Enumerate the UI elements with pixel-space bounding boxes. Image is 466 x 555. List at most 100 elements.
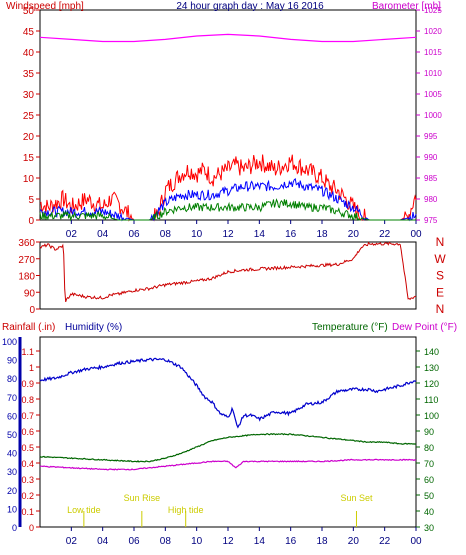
event-label: Sun Rise: [124, 493, 161, 503]
humidity-tick-label: 80: [7, 374, 17, 384]
dir-y-tick-label: 180: [18, 272, 35, 283]
wind-x-tick-label: 20: [348, 229, 360, 240]
wind-y-tick-label: 10: [23, 174, 35, 185]
event-label: High tide: [168, 505, 204, 515]
rain-tick-label: 0.7: [21, 411, 34, 421]
wind-x-tick-label: 18: [316, 229, 328, 240]
temp-x-tick-label: 00: [410, 536, 422, 547]
wind-x-tick-label: 08: [160, 229, 172, 240]
compass-label: E: [436, 285, 444, 299]
temp-tick-label: 60: [424, 475, 434, 485]
baro-y-tick-label: 1025: [424, 6, 442, 15]
wind-x-tick-label: 02: [66, 229, 78, 240]
dir-y-tick-label: 0: [29, 305, 35, 316]
rain-tick-label: 0.5: [21, 443, 34, 453]
dir-y-tick-label: 270: [18, 255, 35, 266]
temp-x-tick-label: 20: [348, 536, 360, 547]
wind-x-tick-label: 12: [222, 229, 234, 240]
temp-tick-label: 40: [424, 507, 434, 517]
baro-y-tick-label: 1000: [424, 111, 442, 120]
wind-y-tick-label: 0: [28, 216, 34, 227]
temp-x-tick-label: 02: [66, 536, 78, 547]
temp-tick-label: 70: [424, 459, 434, 469]
wind-y-tick-label: 25: [23, 111, 35, 122]
temp-x-tick-label: 04: [97, 536, 109, 547]
wind-y-tick-label: 30: [23, 90, 35, 101]
wind-y-tick-label: 50: [23, 6, 35, 17]
temperature-axis-label: Temperature (°F): [312, 322, 388, 333]
rain-tick-label: 1.1: [21, 347, 34, 357]
dir-y-tick-label: 90: [24, 288, 36, 299]
humidity-line: [39, 357, 417, 429]
baro-y-tick-label: 990: [424, 153, 438, 162]
baro-y-tick-label: 1005: [424, 90, 442, 99]
temp-tick-label: 100: [424, 411, 439, 421]
baro-y-tick-label: 1015: [424, 48, 442, 57]
rain-tick-label: 0.1: [21, 507, 34, 517]
wind-series-line: [39, 177, 417, 222]
temperature-line: [39, 433, 417, 463]
temp-x-tick-label: 16: [285, 536, 297, 547]
rain-tick-label: 0.3: [21, 475, 34, 485]
temp-tick-label: 50: [424, 491, 434, 501]
temp-tick-label: 90: [424, 427, 434, 437]
baro-y-tick-label: 1010: [424, 69, 442, 78]
event-label: Sun Set: [340, 493, 373, 503]
baro-y-tick-label: 975: [424, 216, 438, 225]
temp-x-tick-label: 06: [128, 536, 140, 547]
temperature-panel-frame: [39, 336, 417, 528]
direction-panel-frame: [39, 241, 417, 310]
wind-panel: 0510152025303540455097598098599099510001…: [23, 6, 442, 240]
wind-x-tick-label: 06: [128, 229, 140, 240]
temp-tick-label: 130: [424, 363, 439, 373]
temp-tick-label: 80: [424, 443, 434, 453]
baro-y-tick-label: 995: [424, 132, 438, 141]
temperature-panel: 010203040506070809010000.10.20.30.40.50.…: [2, 337, 439, 547]
humidity-tick-label: 100: [2, 337, 17, 347]
wind-x-tick-label: 10: [191, 229, 203, 240]
wind-axis-label: Windspeed [mph]: [6, 1, 84, 12]
temp-x-tick-label: 10: [191, 536, 203, 547]
rain-tick-label: 0.6: [21, 427, 34, 437]
wind-x-tick-label: 14: [254, 229, 266, 240]
humidity-tick-label: 60: [7, 411, 17, 421]
wind-series-line: [39, 154, 417, 222]
compass-label: N: [436, 235, 445, 249]
humidity-tick-label: 40: [7, 449, 17, 459]
rain-tick-label: 0.9: [21, 379, 34, 389]
compass-label: N: [436, 302, 445, 316]
rain-tick-label: 0.4: [21, 459, 34, 469]
wind-x-tick-label: 16: [285, 229, 297, 240]
temp-tick-label: 30: [424, 523, 434, 533]
humidity-tick-label: 90: [7, 356, 17, 366]
rain-tick-label: 0.2: [21, 491, 34, 501]
event-label: Low tide: [67, 505, 101, 515]
compass-label: S: [436, 269, 444, 283]
wind-y-tick-label: 20: [23, 132, 35, 143]
rain-tick-label: 0: [29, 523, 34, 533]
wind-y-tick-label: 35: [23, 69, 35, 80]
wind-y-tick-label: 15: [23, 153, 35, 164]
temp-x-tick-label: 22: [379, 536, 391, 547]
baro-y-tick-label: 985: [424, 174, 438, 183]
humidity-tick-label: 10: [7, 504, 17, 514]
humidity-axis-label: Humidity (%): [65, 322, 122, 333]
baro-y-tick-label: 980: [424, 195, 438, 204]
wind-x-tick-label: 04: [97, 229, 109, 240]
temp-x-tick-label: 12: [222, 536, 234, 547]
compass-label: W: [434, 252, 446, 266]
temp-tick-label: 120: [424, 379, 439, 389]
humidity-tick-label: 50: [7, 430, 17, 440]
wind-y-tick-label: 5: [28, 195, 34, 206]
dew-point-line: [39, 458, 417, 471]
barometer-line: [39, 33, 417, 43]
humidity-tick-label: 0: [12, 523, 17, 533]
humidity-tick-label: 70: [7, 393, 17, 403]
chart-title: 24 hour graph day : May 16 2016: [176, 1, 324, 12]
wind-x-tick-label: 00: [410, 229, 422, 240]
humidity-tick-label: 30: [7, 467, 17, 477]
wind-panel-frame: [39, 9, 417, 221]
